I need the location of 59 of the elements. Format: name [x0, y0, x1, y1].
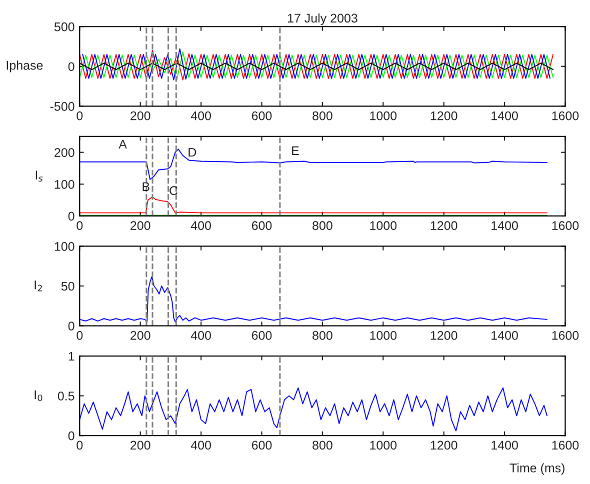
- x-tick-label: 800: [312, 330, 332, 340]
- x-tick-label: 1200: [430, 440, 458, 450]
- x-tick-label: 1400: [492, 111, 518, 120]
- y-axis-title: I$_{s}$: [36, 170, 43, 182]
- x-tick-label: 1200: [430, 111, 458, 120]
- x-tick-label: 0: [76, 330, 83, 340]
- y-tick-label: 100: [54, 242, 74, 251]
- x-tick-label: 1400: [492, 221, 518, 230]
- annotation: D: [188, 148, 196, 157]
- x-tick-label: 1600: [552, 221, 579, 230]
- y-tick-label: 500: [54, 22, 74, 32]
- x-tick-label: 1400: [492, 330, 518, 340]
- y-tick-label: 100: [54, 180, 74, 189]
- x-tick-label: 400: [190, 440, 211, 450]
- x-tick-label: 200: [130, 111, 150, 120]
- x-axis-title: Time (ms): [510, 463, 564, 475]
- x-tick-label: 800: [312, 111, 332, 120]
- x-tick-label: 0: [76, 111, 83, 120]
- annotation: B: [142, 182, 150, 191]
- annotation: C: [170, 186, 178, 196]
- x-tick-label: 200: [130, 330, 150, 340]
- y-tick-label: 0: [68, 212, 74, 221]
- x-tick-label: 1000: [370, 221, 397, 230]
- x-tick-label: 800: [312, 440, 332, 450]
- y-tick-label: 50: [61, 282, 74, 291]
- x-tick-label: 1000: [370, 330, 397, 340]
- x-tick-label: 600: [252, 221, 272, 230]
- x-tick-label: 600: [252, 330, 272, 340]
- x-tick-label: 1600: [552, 440, 579, 450]
- x-tick-label: 800: [312, 221, 332, 230]
- annotation: A: [118, 140, 127, 148]
- y-tick-label: 0: [68, 62, 74, 72]
- x-tick-label: 400: [190, 111, 211, 120]
- x-tick-label: 200: [130, 221, 150, 230]
- y-tick-label: 0: [68, 431, 74, 440]
- x-tick-label: 1600: [552, 111, 579, 120]
- x-tick-label: 0: [76, 221, 83, 230]
- x-tick-label: 400: [190, 221, 211, 230]
- x-tick-label: 400: [190, 330, 211, 340]
- y-tick-label: 0: [68, 322, 74, 330]
- y-tick-label: -500: [50, 102, 74, 111]
- annotation: E: [292, 146, 299, 155]
- y-axis-title: I$_{2}$: [34, 280, 42, 292]
- x-tick-label: 1200: [430, 221, 458, 230]
- x-tick-label: 600: [252, 440, 272, 450]
- y-tick-label: 200: [54, 148, 74, 157]
- x-tick-label: 1600: [552, 330, 579, 340]
- x-tick-label: 1000: [370, 111, 397, 120]
- y-axis-title: I$_{0}$: [34, 390, 42, 402]
- x-tick-label: 1200: [430, 330, 458, 340]
- x-tick-label: 1000: [370, 440, 397, 450]
- y-axis-title: Iphase: [6, 60, 43, 72]
- x-tick-label: 200: [130, 440, 150, 450]
- x-tick-label: 0: [76, 440, 83, 450]
- x-tick-label: 1400: [492, 440, 518, 450]
- x-tick-label: 600: [252, 111, 272, 120]
- y-tick-label: 0.5: [58, 392, 74, 400]
- y-tick-label: 1: [68, 352, 74, 361]
- chart-title: 17 July 2003: [288, 13, 358, 26]
